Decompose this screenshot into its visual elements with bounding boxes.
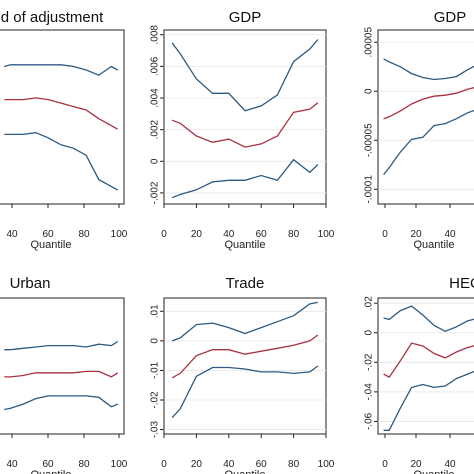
panel-title: Trade <box>226 275 265 292</box>
x-tick-label: 100 <box>318 459 335 470</box>
y-tick-label: .008 <box>150 25 161 45</box>
y-tick-label: 0 <box>150 338 161 344</box>
lower-band-line-3 <box>383 109 474 176</box>
x-tick-label: 0 <box>382 459 388 470</box>
panel-frame-2 <box>163 29 327 205</box>
x-tick-label: 40 <box>6 229 18 240</box>
y-tick-label: -.0001 <box>364 175 375 204</box>
x-axis-title: Quantile <box>31 239 72 251</box>
y-tick-label: 0 <box>364 330 375 336</box>
x-tick-label: 40 <box>6 459 18 470</box>
x-tick-label: 60 <box>256 229 268 240</box>
y-tick-label: .002 <box>150 119 161 139</box>
x-tick-label: 0 <box>382 229 388 240</box>
y-tick-label: -.02 <box>150 391 161 409</box>
x-tick-label: 40 <box>444 459 456 470</box>
x-axis-title: Quantile <box>225 469 266 474</box>
estimate-line-2 <box>171 102 319 148</box>
x-axis-title: Quantile <box>225 239 266 251</box>
x-axis-title: Quantile <box>31 469 72 474</box>
upper-band-line-4 <box>4 340 119 351</box>
x-tick-label: 20 <box>191 229 203 240</box>
x-tick-label: 20 <box>191 459 203 470</box>
lower-band-line-2 <box>171 158 319 199</box>
x-tick-label: 40 <box>444 229 456 240</box>
x-tick-label: 20 <box>410 459 422 470</box>
x-tick-label: 100 <box>318 229 335 240</box>
x-axis-title: Quantile <box>414 469 455 474</box>
x-tick-label: 60 <box>256 459 268 470</box>
estimate-line-5 <box>171 334 319 379</box>
y-tick-label: -.02 <box>364 353 375 371</box>
estimate-line-1 <box>4 97 119 130</box>
x-tick-label: 40 <box>223 229 235 240</box>
x-tick-label: 60 <box>42 229 54 240</box>
x-tick-label: 20 <box>410 229 422 240</box>
estimate-line-4 <box>4 370 119 378</box>
x-tick-label: 100 <box>111 229 128 240</box>
x-tick-label: 80 <box>78 459 90 470</box>
x-axis-title: Quantile <box>414 239 455 251</box>
x-tick-label: 40 <box>223 459 235 470</box>
y-tick-label: .01 <box>150 304 161 318</box>
upper-band-line-3 <box>383 58 474 81</box>
panel-frame-1 <box>0 29 125 205</box>
y-tick-label: -.00005 <box>364 123 375 157</box>
panel-frame-5 <box>163 297 327 435</box>
upper-band-line-5 <box>171 301 319 342</box>
panel-frame-4 <box>0 297 125 435</box>
upper-band-line-1 <box>4 64 119 76</box>
y-tick-label: .006 <box>150 56 161 76</box>
panel-title: d of adjustment <box>1 9 104 26</box>
panel-title: Urban <box>10 275 51 292</box>
x-tick-label: 60 <box>42 459 54 470</box>
x-tick-label: 100 <box>111 459 128 470</box>
y-tick-label: -.06 <box>364 412 375 430</box>
y-tick-label: -.04 <box>364 383 375 401</box>
y-tick-label: -.01 <box>150 361 161 379</box>
y-tick-label: -.03 <box>150 421 161 439</box>
y-tick-label: -.002 <box>150 181 161 204</box>
panel-title: GDP <box>434 9 467 26</box>
panel-frame-6 <box>377 297 474 435</box>
lower-band-line-4 <box>4 395 118 411</box>
x-tick-label: 0 <box>161 229 167 240</box>
x-tick-label: 0 <box>161 459 167 470</box>
y-tick-label: 0 <box>364 88 375 94</box>
y-tick-label: .004 <box>150 88 161 108</box>
lower-band-line-6 <box>383 370 474 431</box>
panel-title: GDP <box>229 9 262 26</box>
x-tick-label: 80 <box>78 229 90 240</box>
y-tick-label: .00005 <box>364 27 375 58</box>
upper-band-line-2 <box>171 39 319 112</box>
panel-title: HEC <box>449 275 474 292</box>
x-tick-label: 80 <box>288 229 300 240</box>
panel-frame-3 <box>377 29 474 205</box>
estimate-line-6 <box>383 342 474 378</box>
lower-band-line-5 <box>171 365 319 419</box>
y-tick-label: .02 <box>364 296 375 310</box>
estimate-line-3 <box>383 86 474 120</box>
x-tick-label: 80 <box>288 459 300 470</box>
y-tick-label: 0 <box>150 158 161 164</box>
lower-band-line-1 <box>4 132 119 191</box>
upper-band-line-6 <box>383 305 474 333</box>
